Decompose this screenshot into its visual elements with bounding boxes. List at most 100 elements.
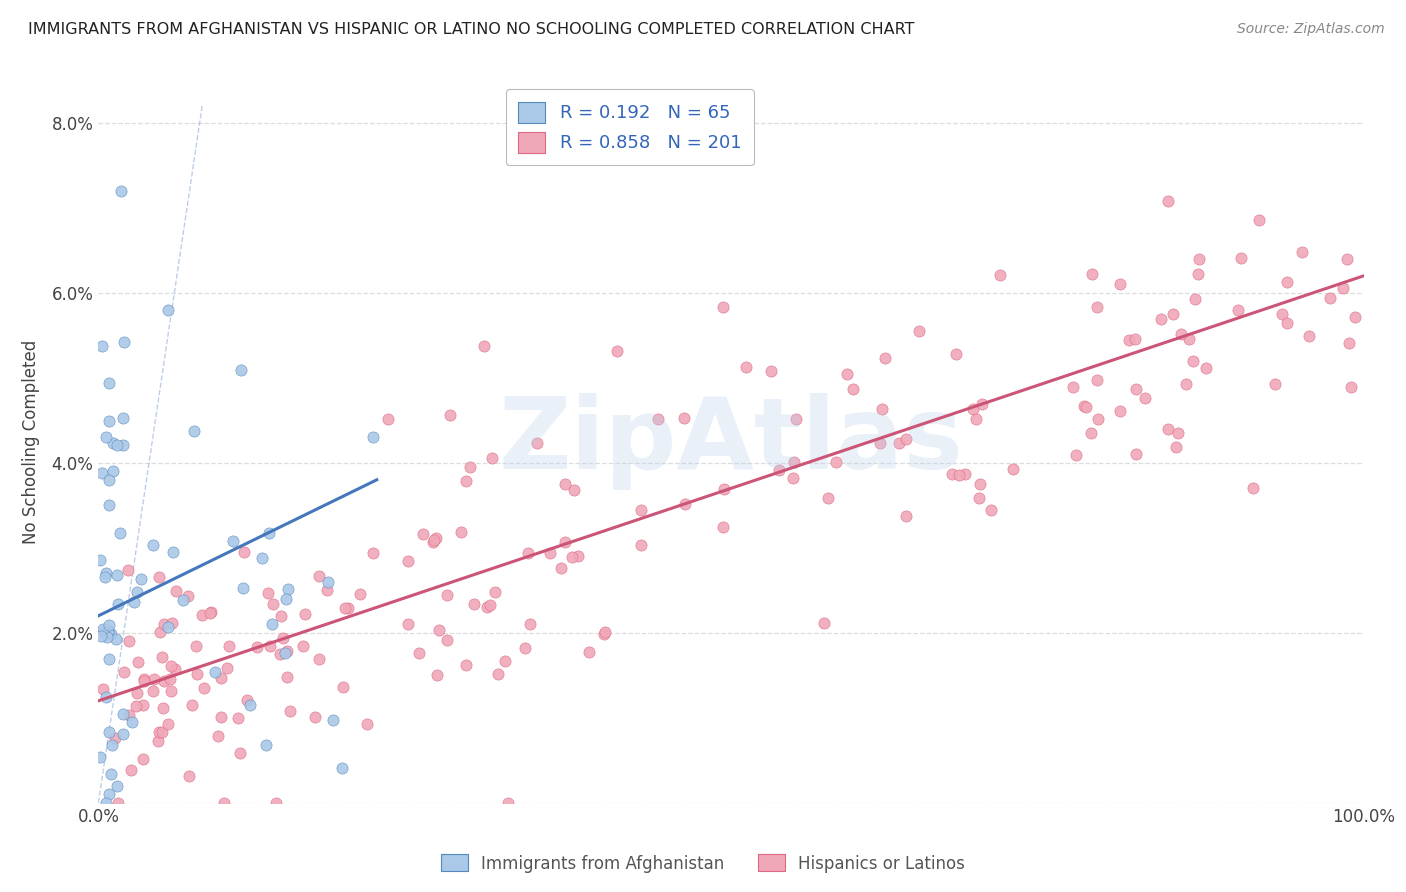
Point — [332, 680, 354, 694]
Point — [111, 707, 134, 722]
Point — [91, 339, 114, 353]
Point — [894, 508, 917, 523]
Point — [1064, 448, 1087, 462]
Point — [233, 545, 256, 559]
Point — [422, 535, 444, 549]
Point — [96, 796, 118, 810]
Point — [1062, 380, 1084, 394]
Point — [322, 713, 344, 727]
Point — [97, 376, 120, 390]
Point — [94, 566, 117, 580]
Point — [97, 624, 120, 639]
Point — [111, 438, 134, 452]
Point — [969, 477, 991, 491]
Point — [124, 698, 146, 713]
Point — [190, 607, 212, 622]
Point — [735, 359, 758, 374]
Point — [377, 412, 399, 426]
Point — [250, 550, 273, 565]
Point — [1157, 422, 1180, 436]
Point — [152, 701, 174, 715]
Point — [94, 569, 117, 583]
Point — [93, 681, 115, 696]
Point — [813, 616, 835, 631]
Point — [768, 463, 790, 477]
Point — [472, 339, 495, 353]
Point — [422, 533, 444, 547]
Point — [1109, 403, 1132, 417]
Point — [142, 538, 165, 552]
Point — [1164, 440, 1187, 454]
Legend: R = 0.192   N = 65, R = 0.858   N = 201: R = 0.192 N = 65, R = 0.858 N = 201 — [506, 89, 754, 165]
Point — [1230, 251, 1253, 265]
Point — [519, 616, 541, 631]
Point — [1241, 481, 1264, 495]
Point — [91, 466, 114, 480]
Point — [782, 471, 804, 485]
Text: IMMIGRANTS FROM AFGHANISTAN VS HISPANIC OR LATINO NO SCHOOLING COMPLETED CORRELA: IMMIGRANTS FROM AFGHANISTAN VS HISPANIC … — [28, 22, 915, 37]
Point — [1001, 461, 1024, 475]
Point — [962, 402, 984, 417]
Point — [817, 491, 839, 505]
Point — [484, 585, 506, 599]
Point — [538, 546, 561, 560]
Point — [1275, 275, 1298, 289]
Point — [232, 581, 254, 595]
Point — [112, 727, 135, 741]
Point — [264, 796, 287, 810]
Point — [262, 617, 284, 632]
Point — [214, 796, 236, 810]
Point — [1085, 373, 1108, 387]
Point — [630, 503, 652, 517]
Point — [159, 658, 181, 673]
Point — [330, 761, 353, 775]
Point — [100, 627, 122, 641]
Point — [561, 550, 583, 565]
Point — [132, 751, 155, 765]
Point — [186, 666, 208, 681]
Point — [162, 545, 184, 559]
Point — [218, 640, 240, 654]
Point — [554, 534, 576, 549]
Point — [450, 525, 472, 540]
Point — [1073, 399, 1095, 413]
Point — [1226, 302, 1249, 317]
Point — [159, 672, 181, 686]
Point — [824, 455, 846, 469]
Point — [554, 477, 576, 491]
Point — [630, 538, 652, 552]
Point — [207, 729, 229, 743]
Point — [110, 184, 132, 198]
Point — [606, 344, 628, 359]
Point — [1340, 380, 1362, 394]
Point — [294, 607, 316, 622]
Point — [361, 546, 384, 560]
Point — [425, 531, 447, 545]
Point — [149, 624, 172, 639]
Point — [278, 704, 301, 718]
Point — [945, 347, 967, 361]
Point — [257, 586, 280, 600]
Point — [257, 526, 280, 541]
Point — [183, 425, 205, 439]
Point — [93, 624, 115, 639]
Point — [316, 583, 339, 598]
Point — [349, 587, 371, 601]
Point — [153, 673, 176, 688]
Point — [408, 647, 430, 661]
Point — [526, 436, 548, 450]
Point — [292, 639, 315, 653]
Point — [356, 717, 378, 731]
Point — [148, 725, 170, 739]
Point — [713, 482, 735, 496]
Point — [157, 620, 180, 634]
Point — [1178, 332, 1201, 346]
Point — [412, 527, 434, 541]
Point — [181, 698, 204, 713]
Point — [129, 572, 152, 586]
Point — [177, 769, 200, 783]
Point — [127, 686, 149, 700]
Point — [97, 652, 120, 666]
Point — [143, 672, 166, 686]
Point — [134, 672, 156, 686]
